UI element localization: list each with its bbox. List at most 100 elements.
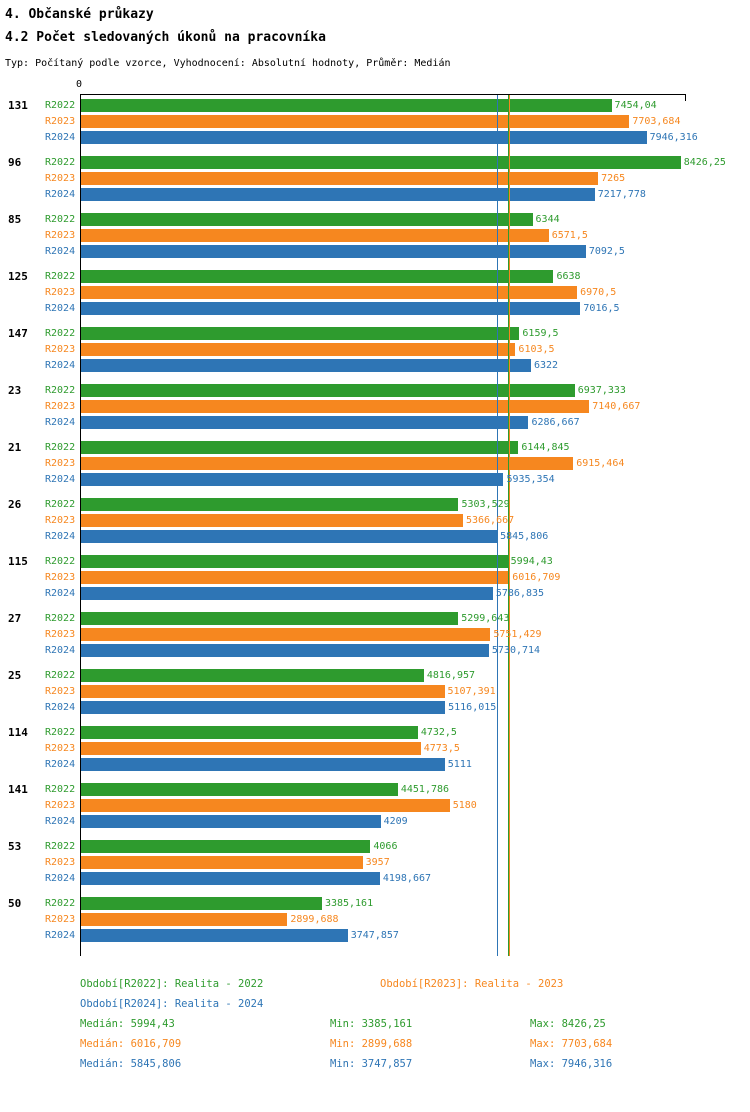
category-label: 147: [8, 327, 28, 340]
series-label: R2022: [45, 214, 76, 225]
stat-max-r2024: Max: 7946,316: [530, 1058, 613, 1070]
bar: [81, 384, 575, 397]
bar-value-label: 5111: [447, 759, 472, 770]
series-label: R2022: [45, 556, 76, 567]
series-label: R2022: [45, 442, 76, 453]
bar-value-label: 7454,04: [614, 100, 657, 111]
series-label: R2024: [45, 246, 76, 257]
bar: [81, 701, 446, 714]
series-label: R2022: [45, 613, 76, 624]
bar-row: 85 R2022 6344: [8, 213, 686, 226]
bar-value-label: 6159,5: [522, 328, 559, 339]
bar-row: 26 R2022 5303,529: [8, 498, 686, 511]
bar: [81, 758, 445, 771]
bar-value-label: 7265: [601, 173, 626, 184]
series-label: R2023: [45, 173, 76, 184]
bar-value-label: 5180: [452, 800, 477, 811]
bar-value-label: 5107,391: [447, 686, 496, 697]
bar-row: R2024 7016,5: [45, 302, 686, 315]
bar: [81, 270, 554, 283]
bar-row: R2023 6915,464: [45, 457, 686, 470]
category-label: 115: [8, 555, 28, 568]
bar-value-label: 4816,957: [426, 670, 476, 681]
series-label: R2022: [45, 157, 76, 168]
bar-row: R2023 5366,667: [45, 514, 686, 527]
bar-group: 141 R2022 4451,786 R2023 5180 R2024 4209: [8, 783, 686, 828]
bar: [81, 799, 450, 812]
series-label: R2022: [45, 100, 76, 111]
bar: [81, 498, 459, 511]
stat-max-r2023: Max: 7703,684: [530, 1038, 613, 1050]
series-label: R2024: [45, 132, 76, 143]
bar-value-label: 4451,786: [400, 784, 450, 795]
legend-row: Období[R2024]: Realita - 2024: [80, 994, 745, 1014]
axis-end-tick: [685, 95, 686, 101]
bar-value-label: 5116,015: [448, 702, 497, 713]
series-label: R2022: [45, 784, 76, 795]
bar-row: 141 R2022 4451,786: [8, 783, 686, 796]
series-label: R2023: [45, 401, 76, 412]
series-label: R2023: [45, 914, 76, 925]
bar-row: 125 R2022 6638: [8, 270, 686, 283]
bar-value-label: 6344: [535, 214, 560, 225]
series-label: R2024: [45, 645, 76, 656]
series-label: R2024: [45, 360, 76, 371]
bar: [81, 685, 445, 698]
bar-row: R2024 7092,5: [45, 245, 686, 258]
stats-row-r2022: Medián: 5994,43 Min: 3385,161 Max: 8426,…: [80, 1014, 745, 1034]
bar: [81, 400, 590, 413]
stat-median-r2023: Medián: 6016,709: [80, 1038, 182, 1050]
bar-group: 27 R2022 5299,643 R2023 5751,429 R2024 5730,71…: [8, 612, 686, 657]
bar-value-label: 3385,161: [324, 898, 374, 909]
bar-value-label: 7092,5: [588, 246, 625, 257]
bar: [81, 587, 493, 600]
bar-group: 85 R2022 6344 R2023 6571,5 R2024 7092,5: [8, 213, 686, 258]
bar-row: R2023 6970,5: [45, 286, 686, 299]
bar-value-label: 2899,688: [290, 914, 339, 925]
bar-value-label: 5303,529: [461, 499, 510, 510]
bar-row: R2024 5111: [45, 758, 686, 771]
bar-row: R2023 6016,709: [45, 571, 686, 584]
bar-row: 96 R2022 8426,25: [8, 156, 726, 169]
axis-zero-label: 0: [76, 79, 83, 90]
bar-row: R2024 5116,015: [45, 701, 686, 714]
bar: [81, 457, 574, 470]
series-label: R2024: [45, 816, 76, 827]
bar-group: 131 R2022 7454,04 R2023 7703,684 R2024 7946,31…: [8, 99, 698, 144]
series-label: R2023: [45, 572, 76, 583]
bar: [81, 669, 424, 682]
series-label: R2023: [45, 857, 76, 868]
bar: [81, 872, 380, 885]
series-label: R2022: [45, 499, 76, 510]
stat-max-r2022: Max: 8426,25: [530, 1018, 606, 1030]
series-label: R2022: [45, 841, 76, 852]
category-label: 21: [8, 441, 22, 454]
series-label: R2024: [45, 759, 76, 770]
bar-row: R2023 6571,5: [45, 229, 686, 242]
bar-row: 50 R2022 3385,161: [8, 897, 686, 910]
category-label: 53: [8, 840, 22, 853]
stats-row-r2024: Medián: 5845,806 Min: 3747,857 Max: 7946…: [80, 1054, 745, 1074]
bar-group: 26 R2022 5303,529 R2023 5366,667 R2024 5845,80…: [8, 498, 686, 543]
bar-row: 53 R2022 4066: [8, 840, 686, 853]
bar-value-label: 5730,714: [491, 645, 541, 656]
bar: [81, 327, 520, 340]
bar-value-label: 7703,684: [632, 116, 681, 127]
bar: [81, 571, 510, 584]
bar-value-label: 6571,5: [551, 230, 588, 241]
series-label: R2022: [45, 670, 76, 681]
stat-median-r2024: Medián: 5845,806: [80, 1058, 182, 1070]
bar-value-label: 5786,835: [495, 588, 545, 599]
bar-row: R2023 4773,5: [45, 742, 686, 755]
median-line-r2024: [497, 95, 499, 956]
bar: [81, 245, 586, 258]
bar-group: 115 R2022 5994,43 R2023 6016,709 R2024 5786,83…: [8, 555, 686, 600]
series-label: R2022: [45, 727, 76, 738]
stats-row-r2023: Medián: 6016,709 Min: 2899,688 Max: 7703…: [80, 1034, 745, 1054]
bar: [81, 555, 508, 568]
bar-row: 147 R2022 6159,5: [8, 327, 686, 340]
category-label: 50: [8, 897, 22, 910]
series-label: R2024: [45, 474, 76, 485]
bar-value-label: 6144,845: [521, 442, 570, 453]
bar-value-label: 6016,709: [512, 572, 561, 583]
